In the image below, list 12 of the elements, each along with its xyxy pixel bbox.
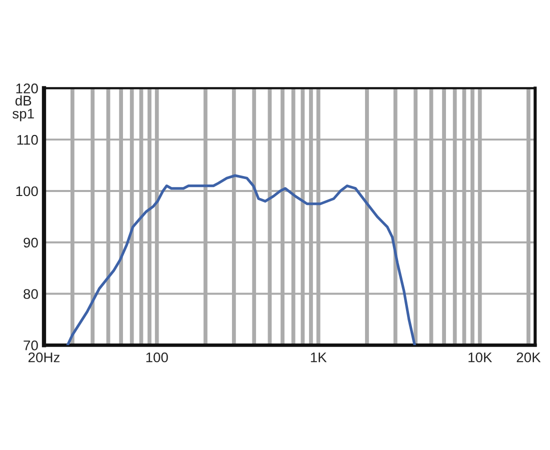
y-tick-label: 90 (24, 238, 38, 248)
x-tick-label: 100 (146, 352, 168, 362)
y-tick-label: 110 (17, 134, 38, 145)
y-tick-label: 80 (24, 289, 38, 299)
y-axis-title: dB sp1 (12, 95, 34, 122)
y-tick-label: 120 (16, 84, 38, 94)
x-tick-label: 20Hz (28, 352, 60, 362)
x-tick-label: 20K (516, 352, 541, 362)
y-tick-label: 70 (24, 340, 38, 350)
x-tick-label: 10K (468, 352, 492, 362)
x-tick-label: 1K (310, 352, 327, 362)
y-tick-label: 100 (16, 186, 38, 196)
